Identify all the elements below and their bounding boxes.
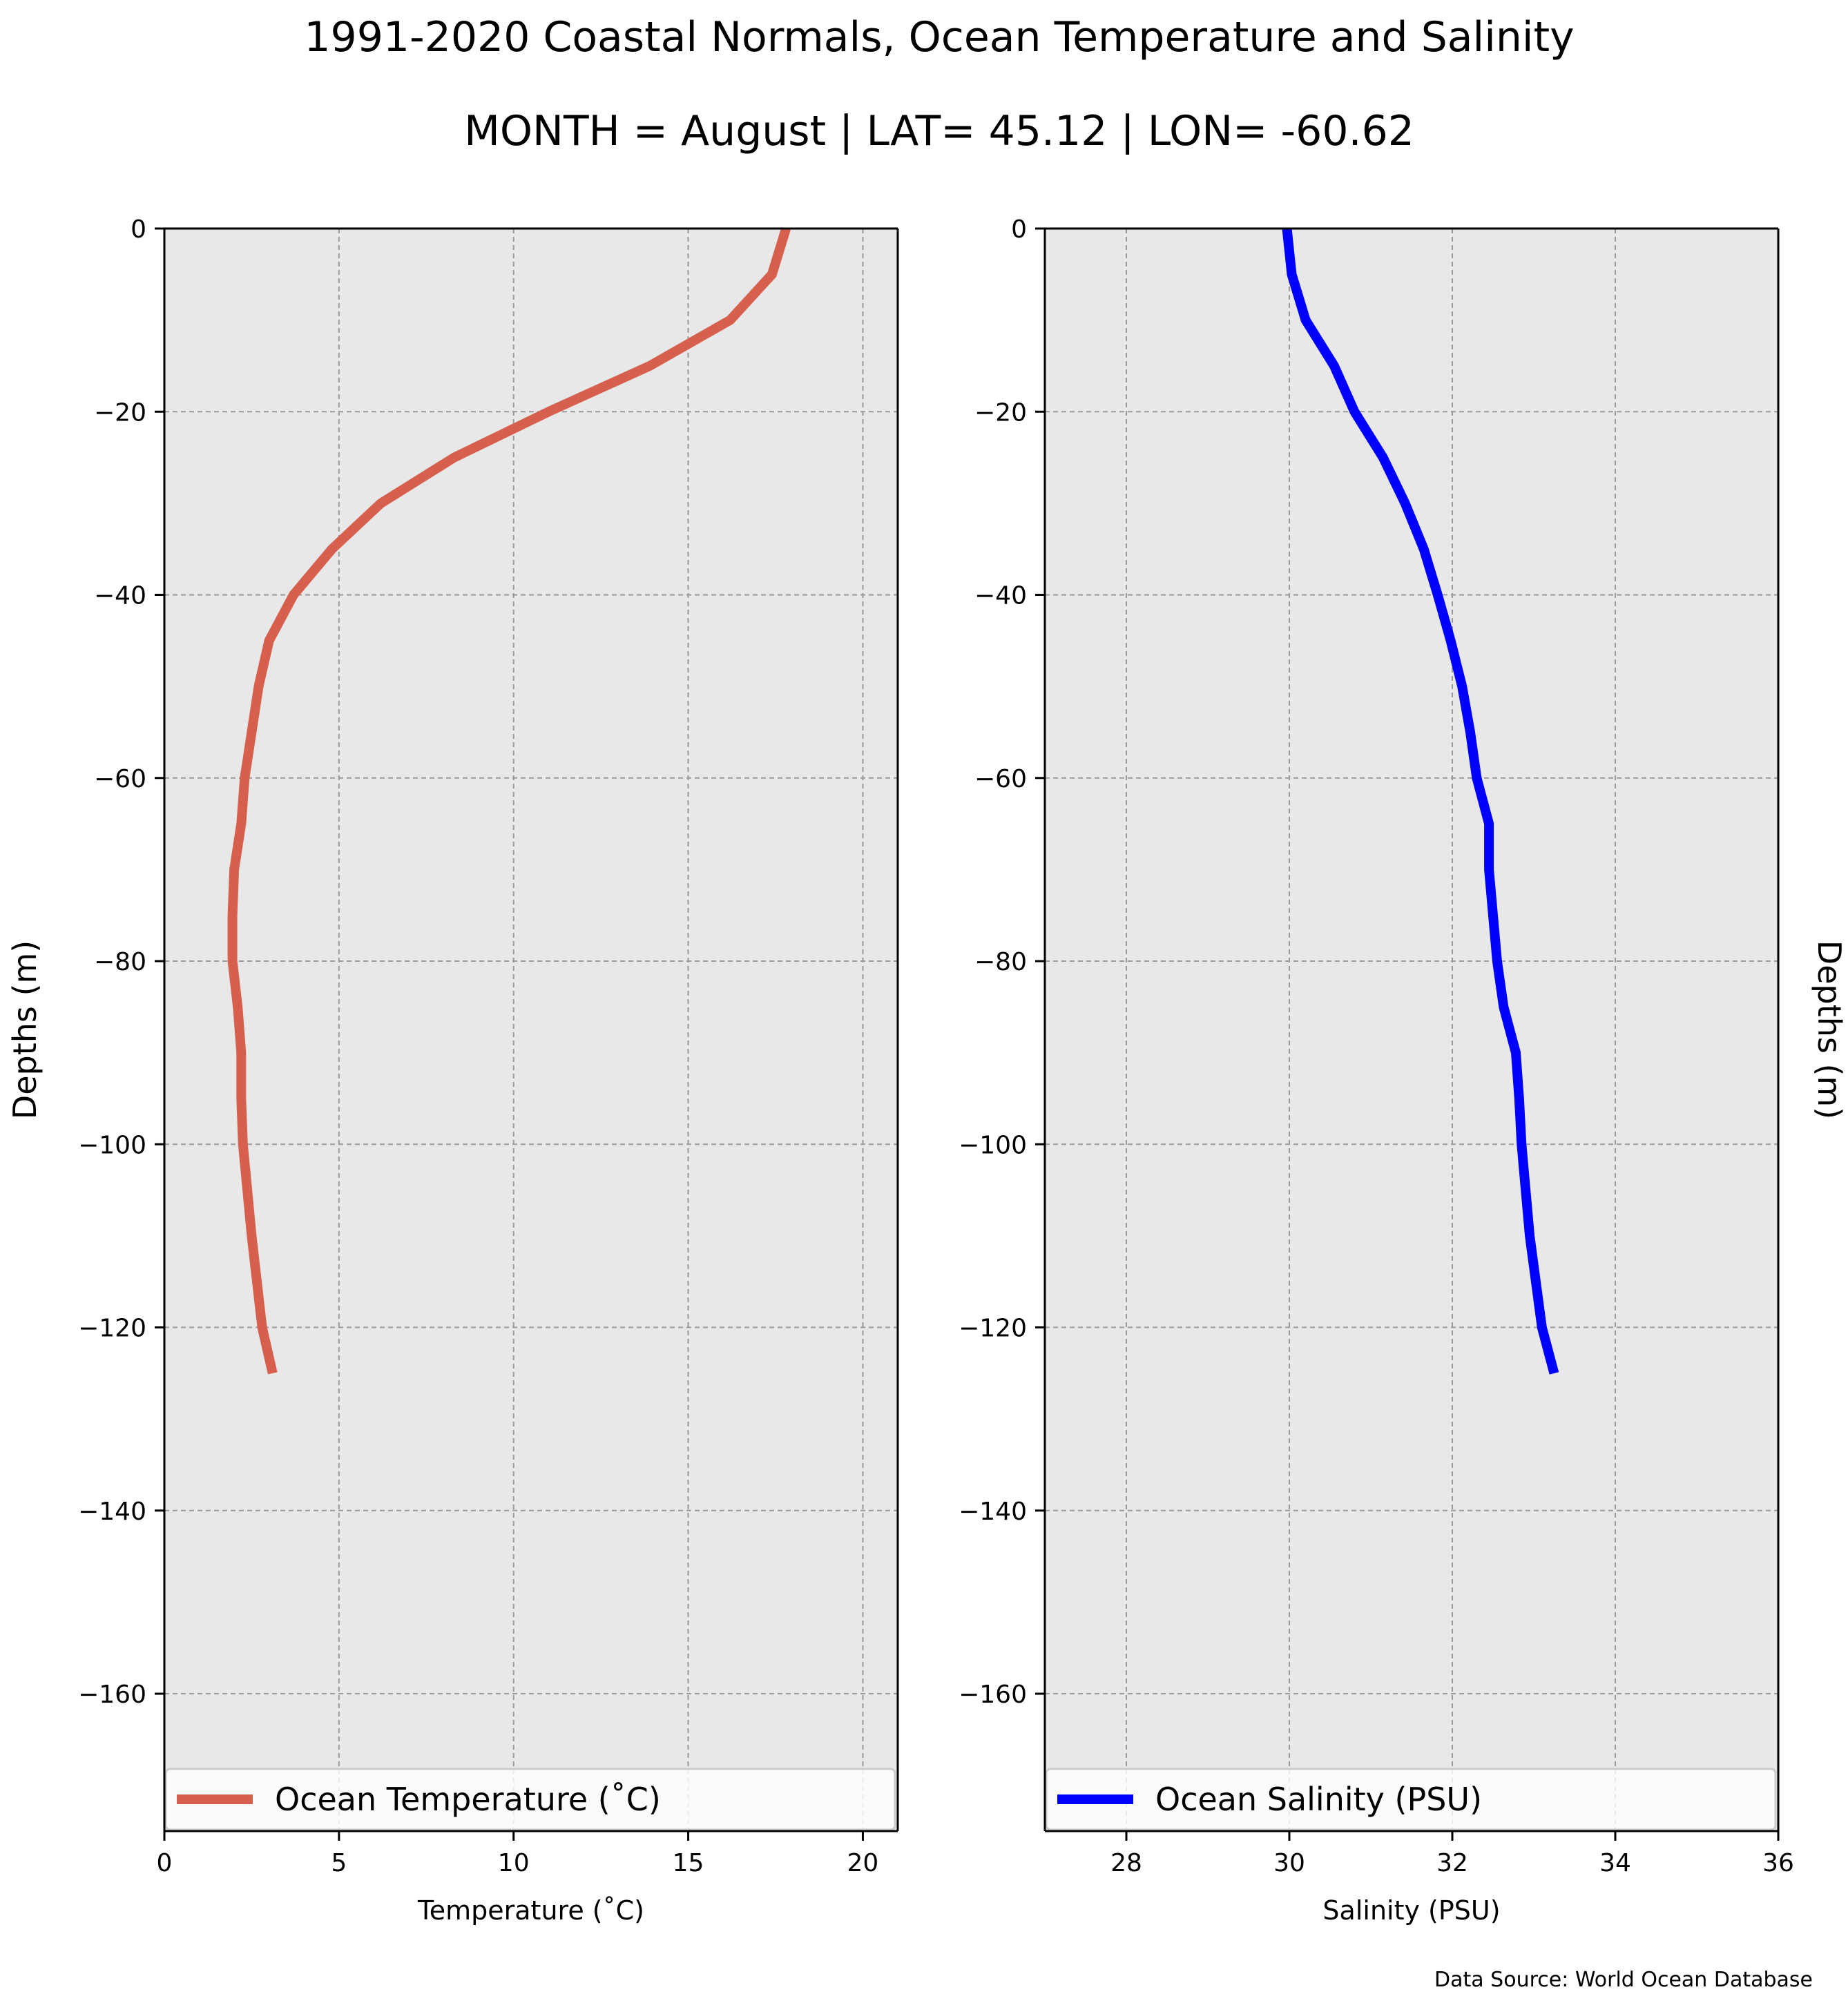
y-tick-label: −40 (94, 582, 146, 610)
legend-label: Ocean Salinity (PSU) (1155, 1781, 1482, 1818)
y-tick-label: −60 (974, 765, 1027, 793)
y-tick-label: −80 (974, 948, 1027, 976)
x-tick-label: 5 (331, 1849, 347, 1877)
legend-box (1045, 1768, 1777, 1831)
x-tick-label: 32 (1436, 1849, 1468, 1877)
x-tick-label: 30 (1273, 1849, 1305, 1877)
y-tick-label: −140 (78, 1498, 146, 1526)
x-tick-label: 34 (1599, 1849, 1631, 1877)
x-axis-label: Temperature (˚C) (417, 1895, 644, 1926)
y-tick-label: −60 (94, 765, 146, 793)
y-tick-label: −140 (959, 1498, 1027, 1526)
plot-background (164, 229, 898, 1831)
x-tick-label: 0 (157, 1849, 173, 1877)
x-tick-label: 10 (498, 1849, 530, 1877)
y-tick-label: −20 (94, 398, 146, 427)
x-tick-label: 15 (673, 1849, 704, 1877)
y-axis-label: Depths (m) (1811, 940, 1848, 1119)
y-tick-label: −120 (959, 1315, 1027, 1343)
legend-box (164, 1768, 896, 1831)
y-tick-label: −160 (78, 1681, 146, 1709)
y-tick-label: −120 (78, 1315, 146, 1343)
data-source-note: Data Source: World Ocean Database (1434, 1968, 1813, 1992)
salinity-panel: Ocean Salinity (PSU) 28 30 32 34 36 0 −20 −40 −60… (959, 215, 1848, 1926)
x-axis-label: Salinity (PSU) (1322, 1895, 1500, 1926)
chart-subtitle: MONTH = August | LAT= 45.12 | LON= -60.6… (464, 107, 1414, 155)
y-tick-label: −20 (974, 398, 1027, 427)
y-tick-label: −100 (78, 1131, 146, 1159)
y-tick-label: −40 (974, 582, 1027, 610)
series-line (227, 226, 791, 1375)
y-tick-label: 0 (1011, 215, 1027, 244)
y-tick-label: 0 (131, 215, 146, 244)
chart-title: 1991-2020 Coastal Normals, Ocean Tempera… (304, 13, 1574, 61)
legend-label: Ocean Temperature (˚C) (275, 1781, 661, 1818)
series-line (1282, 228, 1559, 1375)
y-tick-label: −160 (959, 1681, 1027, 1709)
temperature-panel: Ocean Temperature (˚C) 0 5 10 15 20 0 −20 −40 −60… (6, 215, 899, 1926)
y-axis-label: Depths (m) (6, 940, 44, 1119)
x-tick-label: 36 (1762, 1849, 1794, 1877)
y-tick-label: −80 (94, 948, 146, 976)
plot-background (1045, 229, 1778, 1831)
x-tick-label: 28 (1110, 1849, 1142, 1877)
x-tick-label: 20 (847, 1849, 879, 1877)
y-tick-label: −100 (959, 1131, 1027, 1159)
